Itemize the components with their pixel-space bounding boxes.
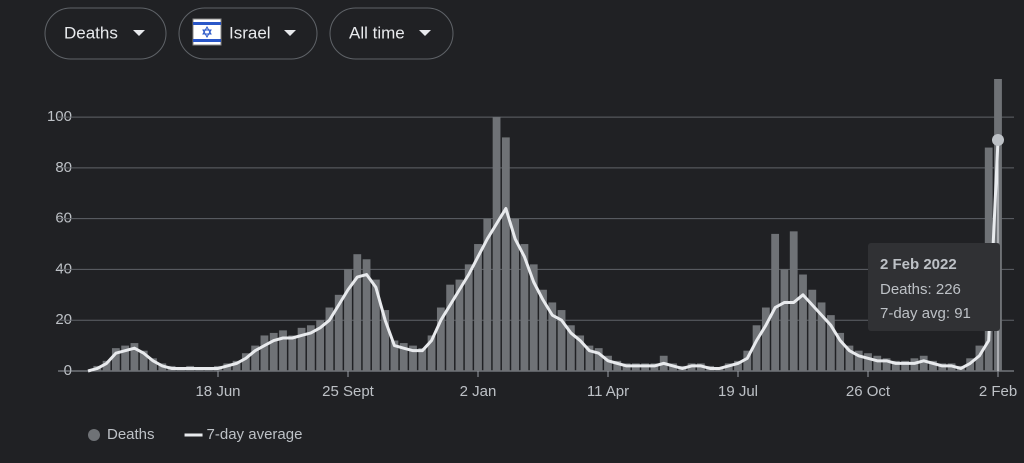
bar <box>381 310 390 371</box>
x-tick-label: 2 Jan <box>460 383 497 400</box>
bar <box>975 345 984 371</box>
bar <box>390 340 399 371</box>
legend-label: 7-day average <box>207 426 303 443</box>
bar <box>836 332 845 371</box>
bar <box>566 325 575 371</box>
bar <box>864 353 872 371</box>
bar <box>260 335 269 371</box>
bar <box>529 264 538 371</box>
tooltip-box <box>868 243 1000 331</box>
tooltip-title: 2 Feb 2022 <box>880 256 957 273</box>
hover-point <box>992 133 1004 146</box>
legend-label: Deaths <box>107 426 155 443</box>
bar <box>604 355 612 371</box>
bar <box>344 269 352 371</box>
bar <box>539 289 547 371</box>
bar <box>613 360 622 371</box>
bar <box>241 353 250 371</box>
dropdown[interactable]: Deaths <box>44 7 167 60</box>
bar <box>901 360 910 371</box>
tooltip-line: Deaths: 226 <box>880 281 961 298</box>
y-tick-label: 20 <box>55 311 72 328</box>
bar <box>761 307 770 371</box>
x-tick-label: 18 Jun <box>195 383 240 400</box>
y-tick-label: 0 <box>64 362 72 379</box>
bar <box>418 348 427 371</box>
bar <box>511 218 520 371</box>
bar <box>427 335 436 371</box>
bar <box>483 218 492 371</box>
bar <box>882 358 891 371</box>
x-tick-label: 2 Feb <box>979 383 1017 400</box>
bar <box>576 335 585 371</box>
bar <box>585 345 594 371</box>
bar <box>464 264 473 371</box>
dropdown[interactable]: All time <box>329 7 454 60</box>
y-tick-label: 40 <box>55 260 72 277</box>
bar <box>446 284 455 371</box>
bar <box>436 307 445 371</box>
bar <box>891 360 900 371</box>
y-tick-label: 80 <box>55 159 72 176</box>
bar <box>102 360 111 371</box>
dropdown-label: All time <box>349 23 405 42</box>
bar <box>817 302 826 371</box>
x-tick-label: 19 Jul <box>718 383 758 400</box>
bar <box>808 289 817 371</box>
bar <box>149 358 157 371</box>
bar <box>353 254 362 371</box>
bar <box>854 350 863 371</box>
dropdown-label: Deaths <box>64 23 118 42</box>
bar <box>501 137 510 371</box>
bar <box>409 345 417 371</box>
bar <box>334 294 343 371</box>
bar <box>130 343 139 371</box>
bar <box>474 244 482 371</box>
x-tick-label: 26 Oct <box>846 383 891 400</box>
y-tick-label: 60 <box>55 210 72 227</box>
bar <box>362 259 371 371</box>
bar <box>325 307 334 371</box>
tooltip-line: 7-day avg: 91 <box>880 305 971 322</box>
bar <box>306 325 315 371</box>
bar <box>780 269 789 371</box>
bar <box>121 345 130 371</box>
bar <box>799 274 807 371</box>
bar <box>845 345 854 371</box>
bar <box>520 244 529 371</box>
bar <box>492 117 501 371</box>
bar <box>371 279 380 371</box>
bar <box>873 355 882 371</box>
bar <box>399 343 408 371</box>
bar <box>316 320 325 371</box>
x-tick-label: 11 Apr <box>587 383 629 400</box>
bar <box>919 355 928 371</box>
bar <box>929 360 937 371</box>
bar <box>269 332 278 371</box>
bar <box>826 315 835 371</box>
bar <box>279 330 287 371</box>
bar <box>288 335 297 371</box>
bar <box>771 233 780 371</box>
average-line <box>87 139 1000 373</box>
bar <box>743 350 752 371</box>
bar <box>594 348 603 371</box>
dropdown-label: Israel <box>229 23 271 42</box>
bar <box>297 327 306 371</box>
x-tick-label: 25 Sept <box>322 383 375 400</box>
bar <box>557 310 566 371</box>
bar <box>734 360 742 371</box>
bar <box>251 345 260 371</box>
y-tick-label: 100 <box>47 108 72 125</box>
bar <box>455 279 464 371</box>
dropdown[interactable]: Israel <box>178 7 318 60</box>
bar <box>232 360 241 371</box>
legend-swatch <box>88 429 100 441</box>
bar <box>752 325 761 371</box>
bar <box>111 348 120 371</box>
bar <box>548 302 557 371</box>
bar <box>139 350 148 371</box>
